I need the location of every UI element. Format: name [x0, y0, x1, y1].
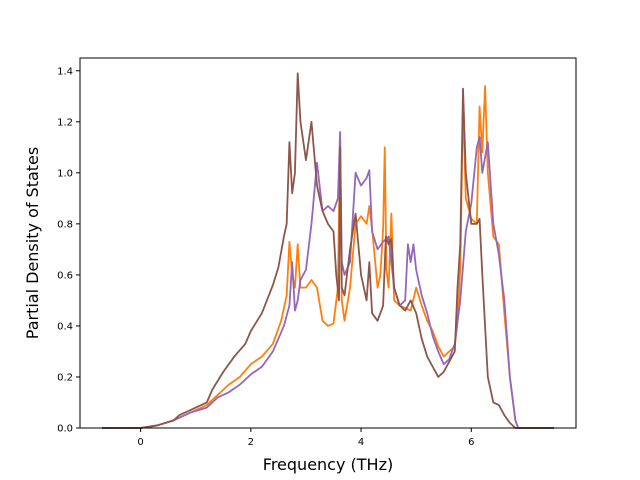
y-tick-label: 1.4: [57, 66, 73, 77]
y-tick-label: 1.2: [57, 117, 73, 128]
x-axis-ticks: 0 2 4 6: [137, 428, 474, 448]
y-tick-label: 0.0: [57, 424, 73, 435]
y-tick-label: 0.8: [57, 219, 73, 230]
y-tick-label: 0.4: [57, 321, 73, 332]
series-layer: [102, 72, 554, 429]
x-tick-label: 2: [248, 437, 254, 448]
y-tick-label: 0.2: [57, 372, 73, 383]
y-axis-ticks: 0.0 0.2 0.4 0.6 0.8 1.0 1.2 1.4: [57, 66, 80, 435]
x-axis-title: Frequency (THz): [263, 455, 393, 474]
series-line-2: [102, 131, 554, 429]
x-tick-label: 6: [468, 437, 474, 448]
x-tick-label: 0: [137, 437, 143, 448]
plot-frame: [79, 57, 577, 429]
series-line-1: [102, 85, 554, 429]
y-tick-label: 0.6: [57, 270, 73, 281]
y-tick-label: 1.0: [57, 168, 73, 179]
x-tick-label: 4: [358, 437, 364, 448]
y-axis-title: Partial Density of States: [23, 147, 42, 339]
series-line-3: [102, 72, 554, 429]
